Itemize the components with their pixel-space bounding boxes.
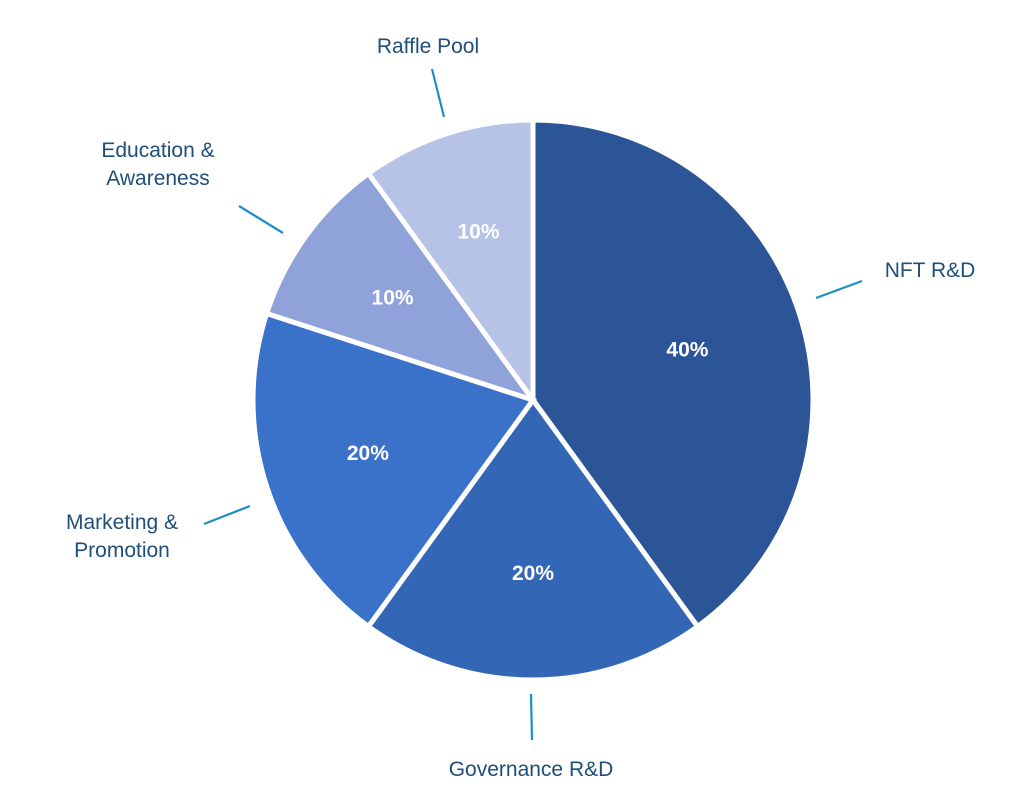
category-label-line: Raffle Pool bbox=[377, 35, 479, 58]
category-label-education-and-awareness: Education & Awareness bbox=[101, 139, 214, 190]
pie-value-label-education-and-awareness: 10% bbox=[372, 286, 414, 309]
category-label-raffle-pool: Raffle Pool bbox=[377, 35, 479, 58]
pie-category-labels: NFT R&D Governance R&D Marketing & Promotio… bbox=[66, 35, 975, 781]
category-label-line: Governance R&D bbox=[449, 758, 614, 781]
category-label-line: Promotion bbox=[74, 539, 170, 562]
leader-line-education-and-awareness bbox=[238, 205, 284, 234]
pie-slice-raffle-pool bbox=[364, 117, 536, 408]
pie-slices bbox=[250, 117, 816, 683]
category-label-line: Education & bbox=[101, 139, 214, 162]
pie-slice-marketing-and-promotion bbox=[250, 310, 538, 631]
category-label-line: Marketing & bbox=[66, 511, 178, 534]
pie-slice-education-and-awareness bbox=[263, 169, 540, 405]
leader-line-marketing-and-promotion bbox=[203, 504, 251, 526]
pie-leader-lines bbox=[203, 68, 863, 741]
pie-value-label-governance-randd: 20% bbox=[512, 562, 554, 585]
category-label-line: NFT R&D bbox=[885, 259, 976, 282]
leader-line-nft-randd bbox=[815, 279, 863, 300]
category-label-nft-randd: NFT R&D bbox=[885, 259, 976, 282]
category-label-line: Awareness bbox=[106, 167, 210, 190]
pie-value-labels: 40% 20% 20% 10% 10% bbox=[347, 221, 709, 585]
category-label-governance-randd: Governance R&D bbox=[449, 758, 614, 781]
pie-slice-governance-randd bbox=[364, 395, 702, 683]
category-label-marketing-and-promotion: Marketing & Promotion bbox=[66, 511, 178, 562]
leader-line-raffle-pool bbox=[430, 68, 446, 118]
pie-value-label-raffle-pool: 10% bbox=[457, 221, 499, 244]
leader-line-governance-randd bbox=[529, 693, 534, 741]
pie-slice-nft-randd bbox=[530, 117, 816, 631]
pie-value-label-marketing-and-promotion: 20% bbox=[347, 442, 389, 465]
pie-value-label-nft-randd: 40% bbox=[666, 338, 708, 361]
